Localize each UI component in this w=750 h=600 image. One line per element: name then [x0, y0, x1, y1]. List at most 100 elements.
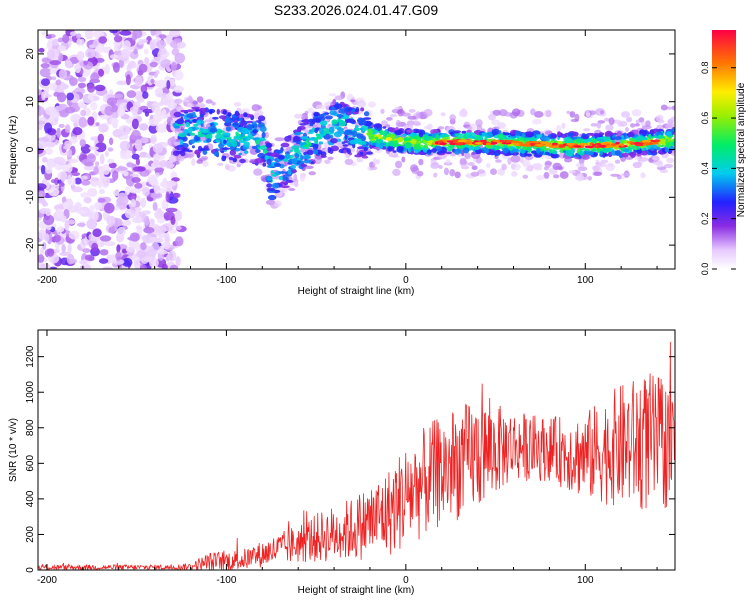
spectrogram-cell	[457, 139, 467, 143]
spectrogram-cell	[341, 116, 349, 120]
spectrogram-cell	[77, 101, 86, 109]
spectrogram-cell	[141, 39, 149, 44]
spectrogram-cell	[395, 119, 402, 128]
spectrogram-cell	[659, 169, 668, 173]
spectrogram-cell	[192, 101, 198, 105]
spectrogram-cell	[617, 122, 624, 127]
spectrogram-cell	[593, 171, 603, 176]
spectrogram-cell	[435, 134, 439, 141]
colorbar-label: Normalized spectral amplitude	[736, 82, 747, 217]
spectrogram-cell	[579, 150, 585, 156]
spectrogram-cell	[71, 186, 83, 193]
spectrogram-cell	[278, 171, 287, 174]
spectrogram-cell	[354, 125, 359, 129]
spectrogram-cell	[330, 138, 338, 144]
spectrogram-cell	[145, 249, 157, 257]
spectrogram-cell	[631, 109, 642, 117]
spectrogram-xtick-label: 0	[403, 275, 409, 286]
spectrogram-cell	[131, 153, 140, 160]
spectrogram-cell	[579, 143, 589, 146]
spectrogram-cell	[152, 201, 158, 211]
spectrogram-cell	[308, 171, 317, 176]
spectrogram-cell	[582, 135, 588, 140]
spectrogram-cell	[406, 129, 415, 133]
spectrogram-cell	[117, 226, 126, 237]
spectrogram-cell	[132, 30, 143, 39]
spectrogram-cell	[503, 136, 513, 140]
spectrogram-cell	[39, 67, 52, 78]
spectrogram-cell	[401, 112, 411, 117]
spectrogram-cell	[352, 111, 360, 115]
spectrogram-cell	[346, 118, 356, 124]
spectrogram-cell	[536, 174, 545, 181]
spectrogram-cell	[166, 80, 171, 90]
spectrogram-cell	[209, 127, 218, 133]
spectrogram-cell	[479, 139, 487, 143]
spectrogram-cell	[666, 131, 672, 136]
spectrogram-cell	[181, 148, 190, 152]
spectrogram-cell	[412, 120, 421, 126]
spectrogram-cell	[302, 155, 311, 160]
spectrogram-cell	[253, 168, 263, 176]
spectrogram-cell	[108, 162, 117, 169]
spectrogram-cell	[146, 100, 153, 108]
spectrogram-cell	[458, 109, 468, 118]
spectrogram-cell	[51, 76, 57, 81]
spectrogram-cell	[566, 110, 571, 115]
spectrogram-cell	[72, 127, 83, 136]
spectrogram-cell	[386, 117, 393, 121]
spectrogram-cell	[156, 79, 167, 89]
spectrogram-cell	[230, 118, 238, 121]
spectrogram-cell	[185, 121, 191, 128]
spectrogram-cell	[235, 112, 240, 116]
spectrogram-cell	[403, 142, 413, 147]
spectrogram-cell	[454, 133, 464, 137]
spectrogram-cell	[312, 143, 319, 150]
spectrogram-cell	[266, 158, 272, 165]
spectrogram-cell	[158, 47, 167, 55]
spectrogram-cell	[74, 202, 82, 212]
spectrogram-cell	[149, 61, 158, 68]
spectrogram-cell	[372, 129, 376, 132]
spectrogram-cell	[189, 139, 196, 144]
spectrogram-cell	[671, 140, 675, 147]
spectrogram-cell	[485, 131, 494, 138]
spectrogram-cell	[277, 155, 285, 160]
spectrogram-cell	[158, 34, 167, 39]
spectrogram-cell	[157, 231, 166, 239]
spectrogram-cell	[668, 141, 672, 147]
spectrogram-cell	[141, 210, 151, 215]
spectrogram-cell	[233, 121, 239, 127]
spectrogram-cell	[40, 63, 50, 69]
spectrogram-cell	[375, 159, 381, 165]
spectrogram-cell	[630, 123, 636, 128]
spectrogram-cell	[69, 77, 78, 86]
spectrogram-cell	[344, 158, 354, 165]
spectrogram-cell	[153, 258, 159, 267]
spectrogram-cell	[241, 119, 245, 124]
spectrogram-cell	[195, 109, 199, 112]
spectrogram-cell	[173, 38, 182, 43]
snr-ytick-label: 200	[25, 526, 36, 543]
spectrogram-cell	[157, 92, 169, 98]
spectrogram-cell	[313, 149, 319, 155]
spectrogram-cell	[412, 128, 420, 134]
spectrogram-cell	[202, 150, 208, 156]
spectrogram-cell	[97, 198, 106, 203]
spectrogram-cell	[365, 151, 373, 155]
snr-ytick-label: 1200	[25, 345, 36, 368]
spectrogram-cell	[89, 204, 95, 212]
spectrogram-cell	[81, 180, 91, 186]
spectrogram-cell	[567, 132, 574, 137]
spectrogram-cell	[544, 130, 553, 135]
spectrogram-cell	[433, 172, 438, 178]
snr-ytick-label: 1000	[25, 381, 36, 404]
spectrogram-cell	[534, 167, 543, 171]
spectrogram-cell	[98, 68, 104, 77]
colorbar-tick-label: 0.0	[700, 263, 710, 276]
snr-xtick-label: 0	[403, 575, 409, 586]
spectrogram-cell	[343, 149, 347, 154]
spectrogram-cell	[602, 146, 610, 154]
